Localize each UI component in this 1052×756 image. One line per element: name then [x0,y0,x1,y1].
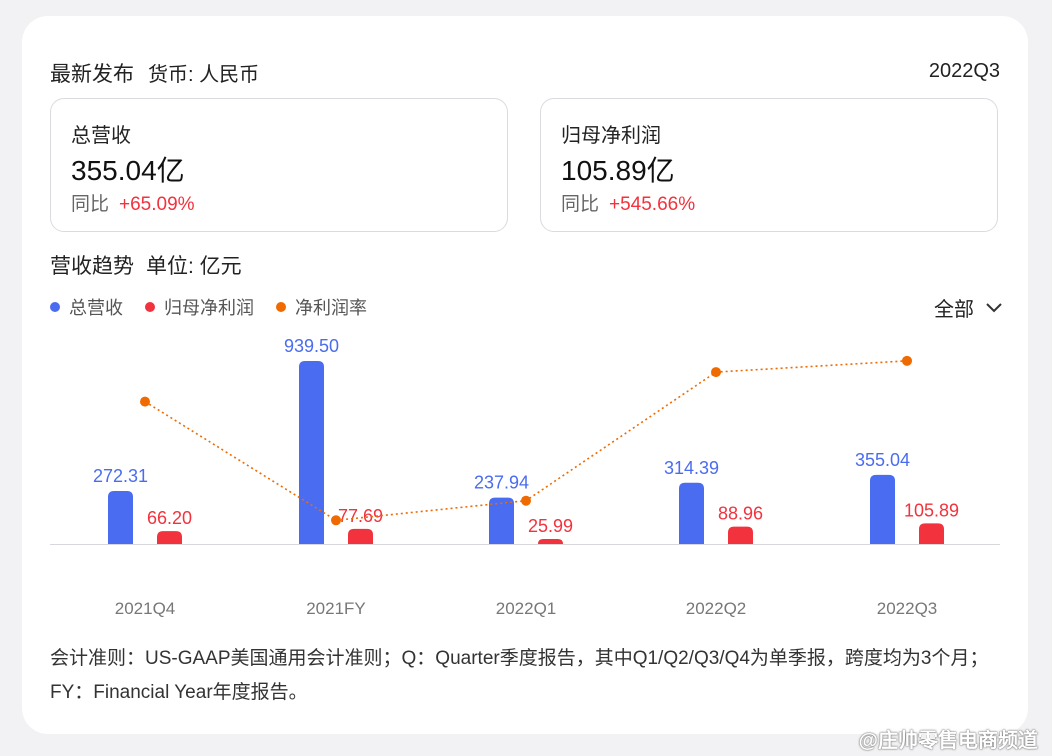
latest-release-header: 最新发布 货币: 人民币 [50,58,259,88]
revenue-data-label: 272.31 [93,466,148,486]
period-label: 2022Q3 [928,60,1000,82]
revenue-bar [299,361,324,544]
net-margin-point [521,495,531,506]
revenue-bar [679,482,704,544]
net-margin-point [711,367,721,378]
net-profit-bar [728,526,753,544]
metric-label: 归母净利润 [561,125,661,147]
net-profit-metric-card[interactable]: 归母净利润 105.89亿 同比 +545.66% [540,98,998,232]
legend-dot-icon [145,302,155,312]
yoy-change: +65.09% [119,194,195,215]
revenue-metric-card[interactable]: 总营收 355.04亿 同比 +65.09% [50,98,508,232]
yoy-label: 同比 [71,194,110,215]
revenue-bar [870,474,895,544]
net-profit-bar [538,538,563,544]
metric-label: 总营收 [71,125,131,147]
revenue-bar [108,490,133,544]
x-tick-label: 2021Q4 [115,599,176,618]
net-margin-point [902,355,912,366]
filter-label: 全部 [934,299,974,321]
legend-dot-icon [276,302,286,312]
header-title: 最新发布 [50,63,134,86]
legend-label: 净利润率 [295,298,367,318]
net-profit-bar [348,528,373,544]
yoy-label: 同比 [561,194,600,215]
net-profit-bar [157,531,182,544]
legend-item-net-profit[interactable]: 归母净利润 [145,294,254,320]
legend-item-margin[interactable]: 净利润率 [276,294,367,320]
net-profit-data-label: 66.20 [147,508,192,528]
unit-label: 单位: 亿元 [146,255,242,278]
net-margin-point [140,396,150,407]
revenue-data-label: 355.04 [855,450,910,470]
legend-item-revenue[interactable]: 总营收 [50,294,123,320]
net-profit-data-label: 77.69 [338,506,383,526]
net-profit-data-label: 105.89 [904,500,959,520]
legend-dot-icon [50,302,60,312]
x-tick-label: 2021FY [306,599,366,618]
currency-label: 货币: 人民币 [148,64,260,86]
net-profit-data-label: 25.99 [528,516,573,536]
metric-yoy: 同比 +545.66% [561,189,695,216]
accounting-footnote: 会计准则：US-GAAP美国通用会计准则；Q：Quarter季度报告，其中Q1/… [50,648,989,703]
metric-value: 355.04亿 [71,155,185,186]
revenue-data-label: 237.94 [474,473,529,493]
metric-value: 105.89亿 [561,155,675,186]
section-title: 营收趋势 [50,255,134,278]
net-profit-bar [919,523,944,544]
revenue-trend-chart: 272.31 66.20 2021Q4 939.50 77.69 2021FY 237.94… [50,336,1000,618]
net-profit-data-label: 88.96 [718,504,763,524]
revenue-trend-header: 营收趋势 单位: 亿元 [50,250,242,280]
revenue-data-label: 314.39 [664,458,719,478]
yoy-change: +545.66% [609,194,696,215]
watermark-text: @庄帅零售电商频道 [858,730,1038,752]
net-margin-point [331,515,341,526]
chevron-down-icon [986,302,1002,312]
x-tick-label: 2022Q3 [877,599,938,618]
chart-legend: 总营收 归母净利润 净利润率 [50,294,367,320]
revenue-data-label: 939.50 [284,336,339,356]
x-tick-label: 2022Q2 [686,599,747,618]
revenue-bar [489,497,514,544]
finance-card [22,16,1028,734]
metric-yoy: 同比 +65.09% [71,189,195,216]
period-filter-dropdown[interactable]: 全部 [934,293,1002,322]
x-tick-label: 2022Q1 [496,599,557,618]
legend-label: 归母净利润 [164,298,254,318]
legend-label: 总营收 [69,298,123,318]
